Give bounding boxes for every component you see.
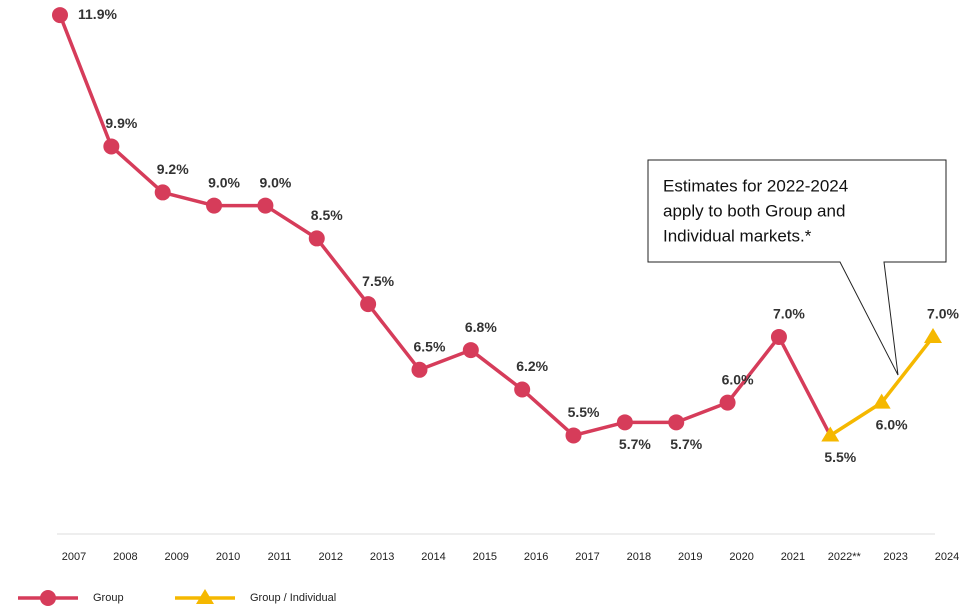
marker <box>206 197 223 214</box>
x-tick-label: 2010 <box>216 551 240 563</box>
data-label: 5.5% <box>568 404 600 420</box>
data-label: 9.0% <box>259 174 291 190</box>
legend-marker <box>196 589 214 604</box>
marker <box>52 7 68 24</box>
data-label: 6.0% <box>722 371 754 387</box>
data-label: 11.9% <box>78 6 117 22</box>
x-tick-label: 2014 <box>421 551 445 563</box>
data-label: 6.8% <box>465 319 497 335</box>
x-tick-label: 2016 <box>524 551 548 563</box>
x-tick-label: 2020 <box>729 551 753 563</box>
annotation-text: apply to both Group and <box>663 201 845 220</box>
x-tick-label: 2024 <box>935 551 959 563</box>
data-label: 6.0% <box>876 416 908 432</box>
marker <box>462 342 479 359</box>
data-label: 9.0% <box>208 174 240 190</box>
data-label: 6.5% <box>414 338 446 354</box>
x-tick-label: 2013 <box>370 551 394 563</box>
data-label: 7.0% <box>773 306 805 322</box>
marker <box>154 184 171 201</box>
x-tick-label: 2021 <box>781 551 805 563</box>
marker <box>257 197 274 214</box>
legend-label: Group <box>93 592 124 604</box>
x-tick-label: 2018 <box>627 551 651 563</box>
x-tick-label: 2011 <box>268 551 292 563</box>
marker <box>565 427 582 444</box>
x-tick-label: 2019 <box>678 551 702 563</box>
legend-marker <box>40 590 56 606</box>
marker <box>411 361 428 378</box>
marker <box>924 327 942 343</box>
marker <box>360 296 377 313</box>
x-tick-label: 2017 <box>575 551 599 563</box>
x-tick-label: 2022** <box>828 551 862 563</box>
data-label: 8.5% <box>311 207 343 223</box>
marker <box>821 426 840 442</box>
annotation-text: Estimates for 2022-2024 <box>663 176 848 195</box>
marker <box>103 138 120 155</box>
series-line <box>58 14 832 438</box>
data-label: 5.5% <box>824 449 856 465</box>
marker <box>719 394 736 411</box>
marker <box>514 381 531 398</box>
data-label: 5.7% <box>670 436 702 452</box>
marker <box>308 230 325 247</box>
annotation: Estimates for 2022-2024 apply to both Gr… <box>647 159 947 376</box>
x-tick-label: 2009 <box>164 551 188 563</box>
marker <box>616 414 633 431</box>
marker <box>668 414 685 431</box>
data-label: 5.7% <box>619 436 651 452</box>
data-label: 9.2% <box>157 161 189 177</box>
data-label: 7.5% <box>362 273 394 289</box>
legend-label: Group / Individual <box>250 592 336 604</box>
x-tick-label: 2012 <box>319 551 343 563</box>
x-tick-label: 2007 <box>62 551 86 563</box>
x-tick-label: 2008 <box>113 551 137 563</box>
data-label: 6.2% <box>516 358 548 374</box>
annotation-text: Individual markets.* <box>663 226 812 245</box>
marker <box>872 393 891 409</box>
x-tick-label: 2023 <box>883 551 907 563</box>
marker <box>770 328 787 345</box>
x-tick-label: 2015 <box>473 551 497 563</box>
annotation-box <box>647 159 947 376</box>
data-label: 9.9% <box>105 115 137 131</box>
data-label: 7.0% <box>927 306 959 322</box>
